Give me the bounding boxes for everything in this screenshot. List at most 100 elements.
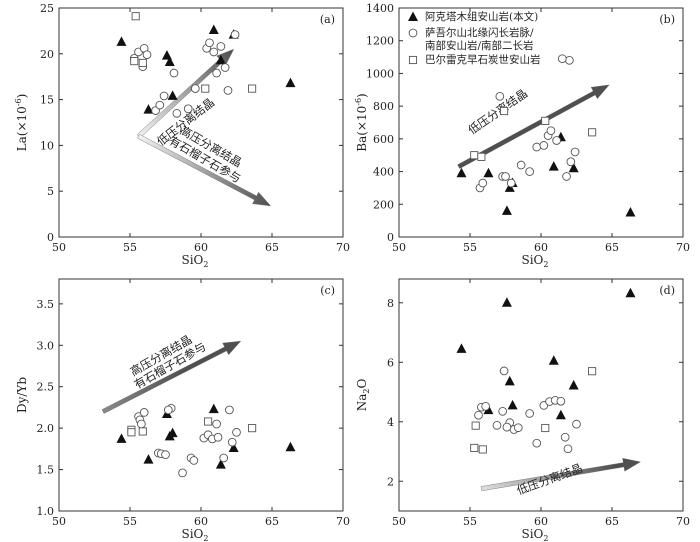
circle-point (139, 408, 149, 417)
square-point (588, 128, 597, 137)
square-point (477, 152, 486, 161)
circle-point (572, 419, 581, 429)
square-point (500, 106, 509, 116)
y-tick-label: 400 (373, 166, 394, 179)
triangle-point (285, 77, 296, 88)
circle-point (532, 438, 542, 448)
y-tick-label: 600 (373, 133, 394, 146)
circle-point (525, 409, 534, 418)
x-tick-label: 70 (676, 515, 690, 528)
triangle-point (625, 206, 636, 217)
x-tick-label: 65 (265, 241, 279, 254)
arrow-low-pressure (457, 84, 610, 169)
circle-point (560, 432, 570, 442)
plot-frame (58, 278, 344, 512)
panel-a: 50 55 60 65 700510152025SiO2La(×10-6)(a)低压分离… (14, 2, 350, 269)
y-tick-label: 3.5 (37, 298, 55, 311)
circle-point (546, 126, 556, 136)
square-point (471, 421, 480, 430)
y-tick-label: 200 (373, 198, 394, 211)
y-tick-label: 2.0 (37, 422, 55, 435)
series-square (130, 12, 257, 93)
y-tick-label: 20 (40, 48, 54, 61)
triangle-point (116, 36, 127, 46)
square-point (478, 445, 487, 454)
circle-point (562, 172, 571, 181)
circle-point (189, 456, 199, 465)
x-tick-label: 60 (534, 515, 548, 528)
y-tick-label: 800 (373, 100, 394, 113)
panel-b: 50 55 60 65 70 0 200 400 600 800 1000 1200 1400 SiO2 B… (354, 2, 690, 269)
circle-point (492, 420, 502, 430)
square-point (127, 428, 136, 437)
circle-point (213, 432, 223, 442)
circle-point (205, 38, 214, 48)
legend-label: 巴尔雷克早石炭世安山岩 (425, 53, 541, 66)
y-tick-label: 2.5 (37, 381, 55, 394)
circle-point (183, 104, 193, 114)
arrow-high-pressure (137, 134, 272, 207)
legend-label: 阿克塔木组安山岩(本文) (425, 10, 538, 23)
square-point (588, 367, 597, 376)
x-tick-label: 55 (123, 241, 137, 254)
circle-point (532, 142, 542, 152)
y-axis-label: Dy/Yb (15, 377, 29, 413)
x-axis-label: SiO2 (182, 527, 209, 542)
x-axis-label: SiO2 (522, 253, 549, 269)
circle-point (225, 405, 234, 415)
arrow-high-pressure (101, 340, 242, 414)
square-point (201, 84, 210, 93)
triangle-point (167, 427, 178, 438)
circle-point (481, 401, 490, 411)
circle-point (498, 407, 508, 416)
circle-point (566, 157, 576, 167)
y-tick-label: 6 (387, 356, 394, 369)
x-tick-label: 50 (52, 241, 66, 254)
x-tick-label: 70 (336, 241, 350, 254)
triangle-point (164, 56, 175, 67)
square-point (130, 57, 139, 66)
triangle-point (215, 459, 226, 469)
triangle-point (483, 167, 494, 178)
y-tick-label: 25 (40, 2, 54, 15)
triangle-point (116, 433, 127, 443)
series-circle (475, 54, 580, 193)
arrow-low-pressure (480, 458, 641, 492)
circle-point (501, 172, 510, 181)
triangle-point (548, 161, 559, 171)
circle-point (178, 468, 187, 478)
circle-point (513, 423, 523, 433)
y-tick-label: 1400 (366, 2, 394, 15)
square-point (131, 12, 140, 21)
triangle-point (507, 399, 518, 410)
legend-marker-triangle (408, 11, 418, 21)
y-axis-label: Na2O (355, 379, 371, 412)
legend-marker-square (408, 55, 418, 65)
triangle-point (625, 287, 636, 298)
triangle-point (208, 403, 219, 414)
panel-label: (a) (320, 13, 335, 26)
legend-label: 萨吾尔山北缘闪长岩脉/ (425, 26, 534, 39)
legend-label: 南部安山岩/南部二长岩 (425, 39, 534, 52)
x-tick-label: 50 (392, 241, 406, 254)
series-circle (129, 30, 240, 118)
square-point (138, 58, 147, 68)
circle-point (495, 91, 505, 101)
circle-point (223, 86, 233, 95)
triangle-point (504, 182, 515, 192)
legend-marker-circle (408, 28, 418, 38)
series-square (470, 106, 597, 161)
y-tick-label: 1.5 (37, 464, 55, 477)
circle-point (209, 47, 219, 57)
x-tick-label: 50 (392, 515, 406, 528)
y-tick-label: 8 (387, 297, 394, 310)
square-point (204, 417, 213, 426)
y-tick-label: 5 (47, 185, 54, 198)
series-triangle (116, 403, 296, 469)
circle-point (539, 141, 549, 150)
panel-c: 50 55 60 65 70 1.0 1.5 2.0 2.5 3.0 3.5 SiO2 Dy/Yb (c)… (15, 278, 350, 542)
triangle-point (215, 54, 226, 65)
y-tick-label: 2 (387, 475, 394, 488)
